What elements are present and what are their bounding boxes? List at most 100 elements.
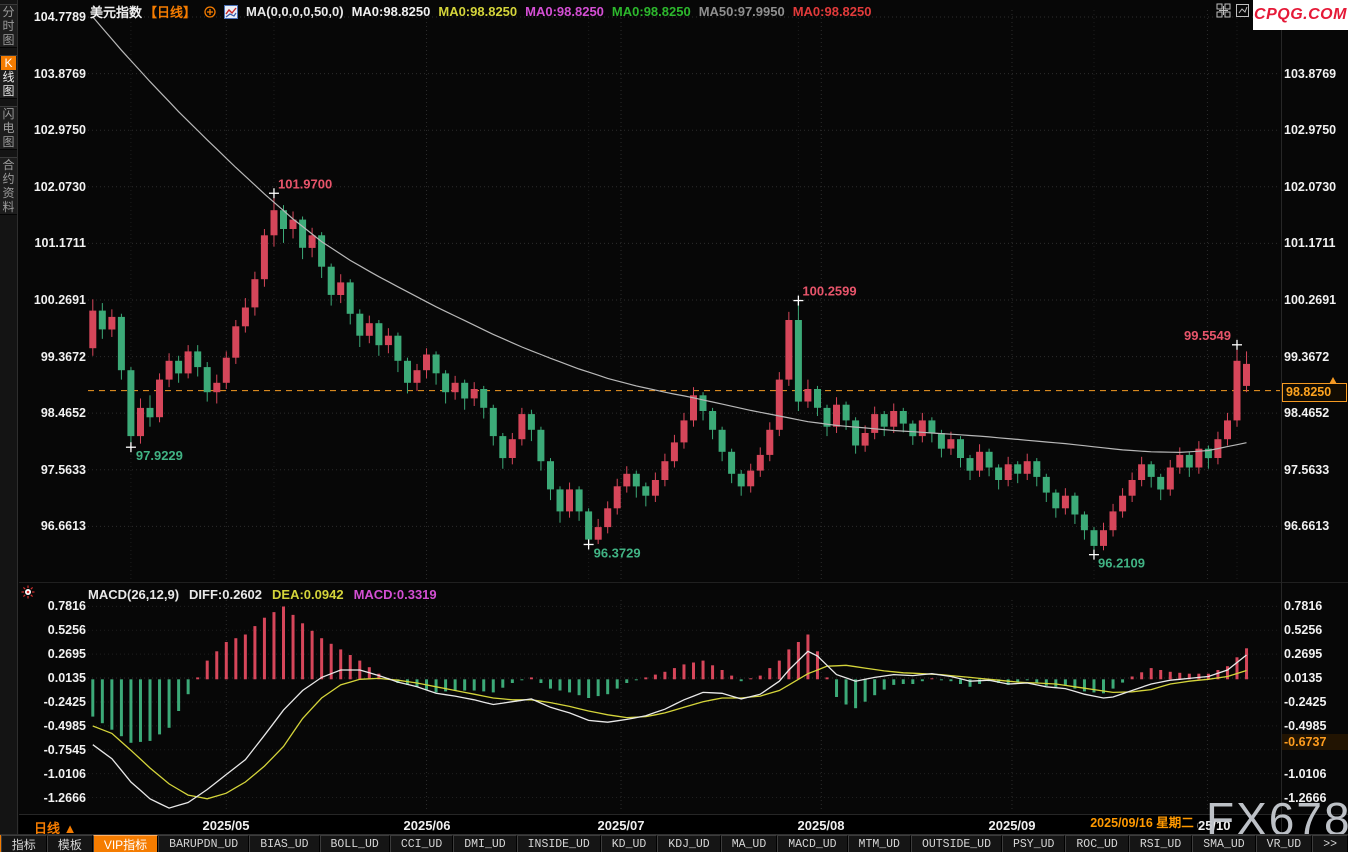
tab-BOLL_UD[interactable]: BOLL_UD	[319, 835, 390, 852]
sidebar-item-闪电图[interactable]: 闪电图	[0, 106, 17, 150]
price-annotation: 97.9229	[136, 448, 183, 463]
macd-macd-value: MACD:0.3319	[353, 586, 437, 602]
indicator-settings-icon[interactable]	[21, 585, 35, 599]
ma-value-label: MA0:98.8250	[792, 4, 872, 19]
right-axis-divider	[1281, 0, 1282, 833]
x-axis-row	[19, 814, 1348, 834]
y-axis-label: 104.7789	[33, 10, 86, 24]
window-icons	[1216, 3, 1250, 18]
sidebar-item-合约资料[interactable]: 合约资料	[0, 157, 17, 215]
date-box: 2025/09/16 星期二	[1087, 815, 1197, 832]
price-annotation: 101.9700	[278, 176, 332, 191]
sidebar-item-分时图[interactable]: 分时图	[0, 4, 17, 48]
price-annotation: 100.2599	[802, 284, 856, 299]
tab-KD_UD[interactable]: KD_UD	[600, 835, 658, 852]
y-axis-label: 99.3672	[40, 349, 86, 364]
y-axis-label: 96.6613	[1284, 519, 1330, 534]
y-axis-label: -1.2666	[1284, 790, 1327, 805]
ma-value-label: MA0:98.8250	[611, 4, 691, 19]
y-axis-label: 98.4652	[1284, 406, 1330, 421]
tab-MA_UD[interactable]: MA_UD	[720, 835, 778, 852]
tab-OUTSIDE_UD[interactable]: OUTSIDE_UD	[910, 835, 1002, 852]
y-axis-label: 102.0730	[1284, 179, 1337, 194]
y-axis-label: -0.4985	[1284, 718, 1327, 733]
tab-SMA_UD[interactable]: SMA_UD	[1192, 835, 1256, 852]
y-axis-label: 102.0730	[33, 179, 86, 194]
y-axis-label: 100.2691	[33, 293, 86, 307]
y-axis-label: 101.1711	[1284, 236, 1336, 251]
tab-ROC_UD[interactable]: ROC_UD	[1065, 835, 1129, 852]
y-axis-label: 102.9750	[33, 123, 86, 138]
sidebar-item-char: 时	[2, 19, 15, 33]
tab-PSY_UD[interactable]: PSY_UD	[1001, 835, 1066, 852]
month-label: 2025/05	[202, 818, 250, 833]
tab-模板[interactable]: 模板	[46, 835, 93, 852]
month-label: 2025/07	[597, 818, 645, 833]
y-axis-label: -0.2425	[43, 694, 86, 709]
tab-RSI_UD[interactable]: RSI_UD	[1128, 835, 1193, 852]
y-axis-label: 96.6613	[40, 519, 86, 534]
period-tag: 【日线】	[144, 5, 197, 20]
chart-header: 美元指数 【日线】 MA(0,0,0,0,50,0) MA0:98.8250 MA…	[90, 3, 871, 20]
tab-KDJ_UD[interactable]: KDJ_UD	[657, 835, 721, 852]
sidebar-item-char: 闪	[2, 107, 15, 121]
macd-header: MACD(26,12,9) DIFF:0.2602 DEA:0.0942 MAC…	[88, 586, 437, 602]
price-annotation: 96.3729	[594, 546, 641, 561]
period-selector[interactable]: 日线 ▲	[34, 821, 77, 836]
tab-MACD_UD[interactable]: MACD_UD	[777, 835, 848, 852]
y-axis-label: 97.5633	[40, 462, 86, 477]
price-annotation: 96.2109	[1098, 556, 1145, 571]
y-axis-label: 103.8769	[33, 66, 86, 81]
y-axis-label: 0.2695	[1284, 647, 1323, 662]
frame-scale-icon[interactable]	[1235, 3, 1250, 18]
y-axis-label: -1.0106	[43, 766, 86, 781]
indicator-tab-bar: 指标 模板 VIP指标 BARUPDN_UD BIAS_UD BOLL_UD CCI_UD D…	[0, 834, 1348, 852]
panel-divider	[19, 582, 1348, 583]
tab-INSIDE_UD[interactable]: INSIDE_UD	[516, 835, 601, 852]
brand-logo: CPQG.COM	[1253, 0, 1348, 30]
y-axis-label: 0.7816	[47, 599, 86, 614]
sidebar-item-char: 图	[2, 33, 15, 47]
y-axis-label: 100.2691	[1284, 293, 1337, 307]
macd-diff-value: DIFF:0.2602	[189, 586, 263, 602]
month-label: 2025/09	[988, 818, 1036, 833]
symbol-title: 美元指数	[90, 5, 143, 20]
y-axis-label: -0.2425	[1284, 694, 1327, 709]
sidebar-item-char: K	[1, 56, 16, 70]
y-axis-label: 0.0135	[1284, 671, 1323, 685]
move-icon[interactable]	[1216, 3, 1231, 18]
y-axis-label: 99.3672	[1284, 349, 1330, 364]
y-axis-label: 97.5633	[1284, 462, 1330, 477]
tab-MTM_UD[interactable]: MTM_UD	[847, 835, 911, 852]
ma-value-label: MA0:98.8250	[351, 4, 431, 19]
tab-CCI_UD[interactable]: CCI_UD	[389, 835, 454, 852]
y-axis-label: 0.5256	[47, 623, 86, 638]
tab-VR_UD[interactable]: VR_UD	[1255, 835, 1313, 852]
sidebar-item-char: 分	[2, 5, 15, 19]
ma-value-labels: MA0:98.8250 MA0:98.8250 MA0:98.8250 MA0:98.…	[352, 4, 872, 19]
y-axis-label: -0.4985	[43, 718, 86, 733]
y-axis-label: 103.8769	[1284, 66, 1337, 81]
macd-dea-value: DEA:0.0942	[272, 586, 344, 602]
y-axis-label: -0.7545	[43, 742, 86, 757]
tab-BIAS_UD[interactable]: BIAS_UD	[249, 835, 320, 852]
indicator-chart-icon[interactable]	[224, 4, 239, 19]
y-axis-label: 0.5256	[1284, 623, 1323, 638]
circle-plus-icon[interactable]	[204, 5, 216, 18]
sidebar-item-char: 料	[2, 200, 15, 214]
sidebar-item-char: 图	[2, 84, 15, 98]
y-axis-label: 98.4652	[40, 406, 86, 421]
ma-value-label: MA0:98.8250	[525, 4, 604, 19]
tab-VIP指标[interactable]: VIP指标	[92, 835, 159, 852]
tab-DMI_UD[interactable]: DMI_UD	[453, 835, 517, 852]
tab-BARUPDN_UD[interactable]: BARUPDN_UD	[158, 835, 250, 852]
sidebar-item-char: 图	[2, 135, 15, 149]
month-label: 2025/08	[797, 818, 845, 833]
tab->>[interactable]: >>	[1312, 835, 1348, 852]
sidebar-item-char: 资	[2, 186, 15, 200]
y-axis-label: 102.9750	[1284, 123, 1337, 138]
tab-指标[interactable]: 指标	[0, 835, 47, 852]
